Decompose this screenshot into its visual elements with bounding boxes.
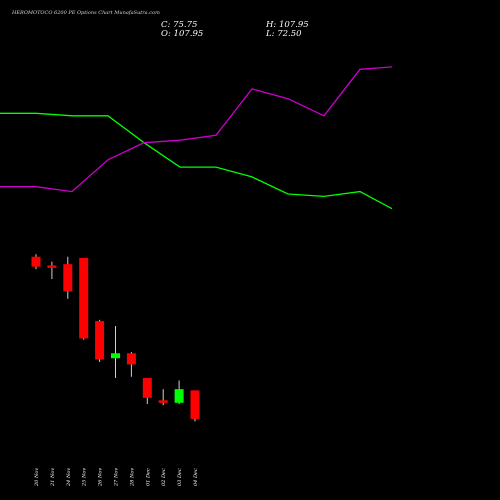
low-value: L: 72.50 [266,29,302,39]
candle-body [174,389,184,403]
candle [47,261,57,280]
close-value: C: 75.75 [161,20,198,30]
date-axis: 20 Nov 21 Nov 24 Nov 25 Nov 26 Nov 27 Nov 28 N… [34,468,199,487]
high-value: H: 107.95 [266,20,309,30]
date-label: 20 Nov [34,468,40,487]
candle [190,390,200,422]
candle-body [190,390,200,419]
candle [126,352,136,377]
candle-body [111,353,120,359]
candle-body [126,353,136,365]
candle-body [79,257,89,339]
candle [142,378,152,405]
candle [174,380,184,405]
open-value: O: 107.95 [161,29,204,39]
date-label: 21 Nov [50,468,56,487]
green-line [0,112,393,210]
date-label: 02 Dec [161,468,167,486]
candle [63,256,73,299]
date-label: 26 Nov [98,468,104,487]
candle [79,257,89,340]
date-label: 01 Dec [145,468,151,486]
candle [158,389,168,406]
date-label: 28 Nov [129,468,135,487]
magenta-line [0,66,393,193]
chart-title: HEROMOTOCO 6200 PE Options Chart MunafaS… [12,10,160,16]
candle-body [142,378,152,398]
candle-body [47,265,57,268]
candle [95,319,105,362]
date-label: 04 Dec [193,468,199,486]
indicator-lines [0,66,393,210]
date-label: 24 Nov [66,468,72,487]
date-label: 25 Nov [82,468,88,487]
candle-body [95,321,105,360]
candle-body [63,264,73,292]
candle [31,254,41,270]
candle-body [158,400,168,403]
date-label: 27 Nov [114,468,120,487]
candles [31,254,200,422]
candle [111,326,120,379]
candle-body [31,256,41,267]
date-label: 03 Dec [177,468,183,486]
